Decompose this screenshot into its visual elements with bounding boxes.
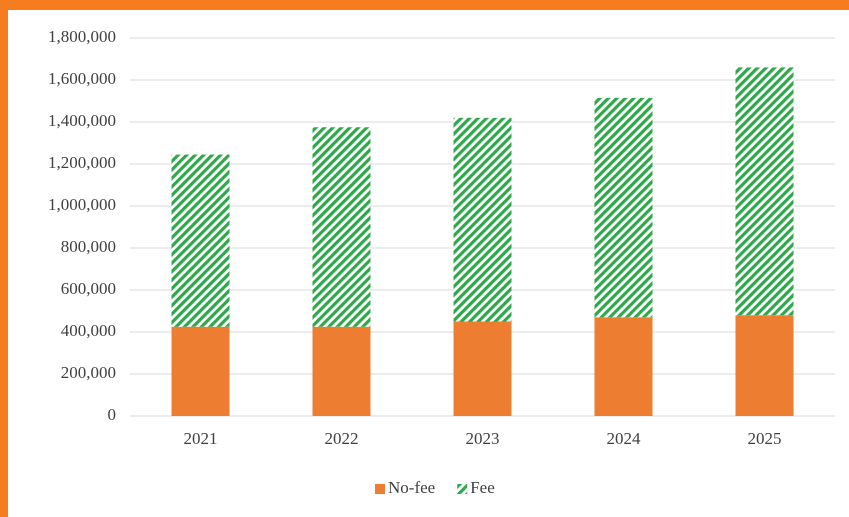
plot-background [8, 10, 849, 517]
bar-segment [453, 117, 512, 322]
legend-item: No-fee [375, 478, 435, 497]
y-tick-label: 1,400,000 [48, 111, 116, 130]
bar-segment [453, 321, 512, 416]
y-tick-label: 1,600,000 [48, 69, 116, 88]
bar-segment [312, 326, 371, 416]
legend-item: Fee [457, 478, 495, 497]
legend-swatch [375, 484, 385, 494]
y-tick-label: 600,000 [61, 279, 116, 298]
bar-segment [735, 315, 794, 416]
x-tick-label: 2024 [607, 429, 642, 448]
x-tick-label: 2025 [748, 429, 782, 448]
y-tick-label: 1,200,000 [48, 153, 116, 172]
legend-label: No-fee [388, 478, 435, 497]
bar-segment [312, 127, 371, 327]
legend-swatch [457, 484, 468, 494]
legend-label: Fee [470, 478, 495, 497]
bar-segment [171, 154, 230, 327]
y-tick-label: 1,800,000 [48, 27, 116, 46]
y-tick-label: 0 [108, 405, 117, 424]
bar-segment [735, 67, 794, 316]
bar-segment [594, 317, 653, 416]
y-tick-label: 800,000 [61, 237, 116, 256]
y-tick-label: 200,000 [61, 363, 116, 382]
bar-segment [171, 326, 230, 416]
x-tick-label: 2023 [466, 429, 500, 448]
y-tick-label: 1,000,000 [48, 195, 116, 214]
bar-segment [594, 97, 653, 318]
x-tick-label: 2021 [184, 429, 218, 448]
y-tick-label: 400,000 [61, 321, 116, 340]
x-tick-label: 2022 [325, 429, 359, 448]
